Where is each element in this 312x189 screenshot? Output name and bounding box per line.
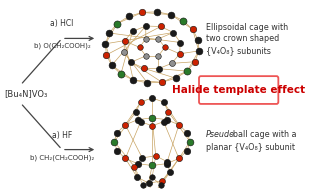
Point [196, 49, 201, 52]
Point [185, 131, 190, 134]
Point [161, 120, 166, 123]
Point [164, 118, 169, 121]
Point [171, 31, 176, 34]
Text: b) CH₂(CH₂COOH)₂: b) CH₂(CH₂COOH)₂ [30, 155, 94, 161]
Point [165, 160, 170, 163]
FancyBboxPatch shape [199, 76, 278, 104]
Point [122, 39, 127, 42]
Point [115, 22, 119, 25]
Point [140, 11, 145, 14]
Point [176, 123, 181, 126]
Point [123, 123, 128, 126]
Text: two crown shaped: two crown shaped [206, 34, 280, 43]
Point [130, 30, 135, 33]
Point [135, 118, 140, 121]
Point [167, 171, 172, 174]
Point [160, 81, 165, 84]
Point [150, 176, 155, 179]
Point [168, 13, 173, 16]
Point [138, 101, 143, 104]
Point [169, 62, 174, 65]
Text: -ball cage with a: -ball cage with a [230, 130, 296, 139]
Point [141, 184, 146, 187]
Point [112, 140, 117, 143]
Text: a) HF: a) HF [52, 131, 72, 140]
Point [143, 25, 148, 28]
Point [177, 52, 182, 55]
Text: [Bu₄N]VO₃: [Bu₄N]VO₃ [4, 90, 47, 98]
Point [109, 64, 114, 67]
Point [156, 54, 161, 57]
Point [134, 176, 139, 179]
Point [121, 51, 126, 54]
Text: planar {V₄O₈} subunit: planar {V₄O₈} subunit [206, 143, 295, 152]
Text: a) HCl: a) HCl [50, 19, 74, 29]
Point [143, 37, 148, 40]
Point [123, 157, 128, 160]
Point [135, 162, 140, 165]
Point [178, 41, 183, 44]
Point [193, 60, 197, 63]
Text: Pseudo: Pseudo [206, 130, 235, 139]
Point [131, 79, 136, 82]
Point [145, 81, 150, 84]
Point [107, 31, 112, 34]
Point [162, 46, 167, 49]
Point [158, 25, 163, 28]
Point [134, 110, 139, 113]
Point [150, 164, 155, 167]
Point [115, 131, 120, 134]
Point [190, 28, 195, 31]
Point [119, 73, 124, 76]
Point [132, 165, 137, 168]
Point [173, 77, 178, 80]
Point [115, 149, 120, 152]
Point [156, 37, 161, 40]
Point [153, 154, 158, 157]
Point [141, 67, 146, 70]
Point [138, 120, 143, 123]
Point [185, 149, 190, 152]
Text: Halide template effect: Halide template effect [172, 85, 305, 95]
Point [104, 53, 109, 57]
Point [166, 110, 171, 113]
Point [154, 10, 159, 13]
Point [176, 157, 181, 160]
Point [156, 67, 161, 70]
Text: b) O(CH₂COOH)₂: b) O(CH₂COOH)₂ [34, 42, 90, 49]
Point [140, 156, 145, 159]
Point [129, 61, 134, 64]
Point [160, 180, 165, 183]
Point [103, 42, 108, 45]
Point [150, 96, 155, 99]
Point [137, 46, 142, 49]
Point [164, 162, 169, 165]
Point [150, 124, 155, 127]
Point [150, 116, 155, 119]
Text: {V₄O₈} subunits: {V₄O₈} subunits [206, 46, 271, 55]
Point [126, 15, 131, 18]
Point [146, 182, 151, 185]
Point [181, 19, 186, 22]
Text: Ellipsoidal cage with: Ellipsoidal cage with [206, 22, 288, 32]
Point [195, 38, 200, 41]
Point [161, 101, 166, 104]
Point [188, 140, 193, 143]
Point [143, 54, 148, 57]
Point [185, 70, 190, 73]
Point [159, 184, 164, 187]
